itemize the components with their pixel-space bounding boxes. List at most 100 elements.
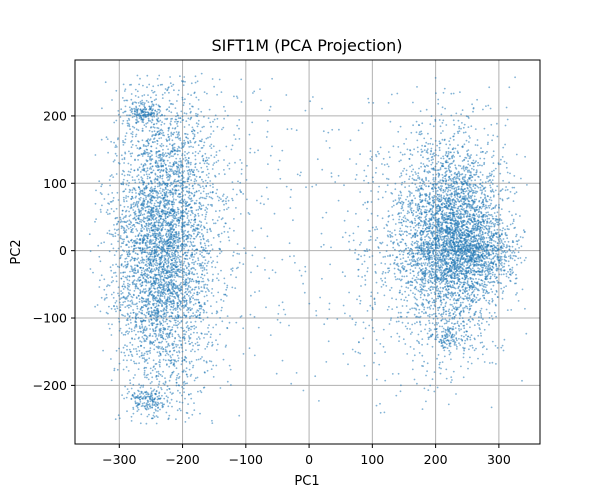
data-point [212, 295, 215, 297]
data-point [180, 285, 183, 288]
data-point [167, 344, 170, 346]
data-point [126, 235, 128, 237]
data-point [121, 285, 124, 288]
data-point [154, 232, 157, 235]
data-point [172, 270, 175, 273]
data-point [156, 221, 158, 224]
data-point [162, 328, 165, 331]
data-point [181, 357, 184, 359]
data-point [128, 191, 131, 194]
data-point [214, 222, 217, 225]
data-point [139, 249, 142, 252]
data-point [159, 202, 162, 205]
data-point [158, 351, 161, 353]
data-point [179, 75, 181, 78]
data-point [268, 109, 271, 112]
data-point [212, 260, 215, 262]
data-point [160, 210, 163, 213]
data-point [214, 114, 217, 117]
data-point [127, 332, 129, 335]
data-point [161, 188, 164, 191]
data-point [203, 268, 206, 271]
data-point [175, 244, 178, 247]
data-point [211, 341, 214, 344]
data-point [199, 150, 201, 153]
data-point [199, 317, 202, 319]
data-point [128, 315, 131, 317]
data-point [199, 250, 202, 253]
data-point [137, 368, 140, 370]
data-point [167, 405, 170, 408]
data-point [140, 114, 142, 117]
data-point [141, 261, 143, 264]
data-point [183, 260, 186, 263]
data-point [129, 128, 132, 131]
data-point [205, 137, 208, 140]
data-point [121, 158, 124, 161]
data-point [161, 324, 164, 327]
data-point [130, 221, 133, 224]
data-point [173, 173, 175, 176]
data-point [187, 219, 190, 222]
data-point [193, 327, 196, 330]
data-point [99, 310, 102, 313]
data-point [203, 359, 205, 362]
data-point [129, 109, 132, 112]
data-point [170, 135, 173, 137]
data-point [135, 195, 138, 198]
data-point [161, 113, 163, 116]
data-point [209, 180, 212, 182]
data-point [153, 411, 156, 414]
data-point [142, 397, 145, 400]
data-point [188, 417, 190, 419]
data-point [207, 252, 210, 255]
data-point [155, 371, 158, 373]
data-point [137, 294, 140, 297]
data-point [187, 307, 190, 310]
data-point [189, 206, 192, 209]
data-point [189, 292, 192, 294]
data-point [206, 287, 208, 290]
data-point [171, 127, 174, 130]
data-point [110, 174, 113, 176]
data-point [196, 376, 199, 379]
data-point [136, 117, 138, 119]
data-point [115, 275, 118, 277]
data-point [216, 93, 219, 96]
data-point [162, 338, 165, 340]
data-point [145, 217, 147, 220]
data-point [216, 125, 219, 128]
data-point [166, 363, 168, 365]
data-point [170, 273, 173, 275]
data-point [209, 336, 212, 338]
data-point [148, 152, 151, 155]
data-point [171, 201, 173, 204]
data-point [173, 131, 176, 134]
data-point [190, 168, 193, 171]
data-point [150, 251, 153, 254]
data-point [150, 150, 152, 152]
data-point [125, 265, 128, 268]
data-point [133, 247, 136, 250]
data-point [143, 313, 146, 316]
data-point [127, 282, 129, 285]
data-point [173, 302, 176, 305]
data-point [182, 274, 185, 277]
data-point [158, 214, 161, 217]
data-point [170, 155, 173, 158]
data-point [183, 210, 186, 213]
data-point [163, 272, 165, 275]
data-point [160, 291, 162, 293]
data-point [165, 220, 167, 223]
data-point [135, 333, 137, 336]
data-point [494, 167, 497, 170]
data-point [148, 177, 151, 179]
data-point [137, 120, 140, 123]
data-point [176, 120, 179, 123]
data-point [149, 281, 152, 284]
data-point [187, 210, 190, 213]
data-point [170, 361, 173, 364]
data-point [148, 243, 151, 245]
data-point [140, 230, 142, 232]
data-point [186, 237, 189, 240]
